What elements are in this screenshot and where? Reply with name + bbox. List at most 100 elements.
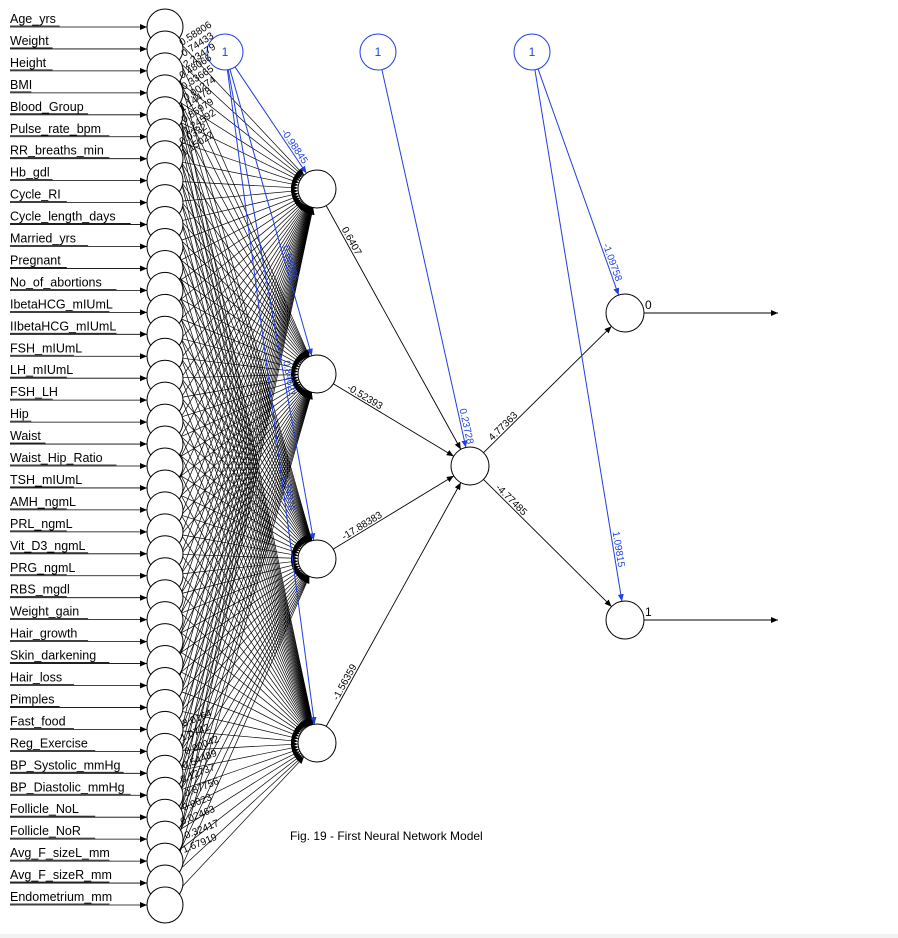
input-hidden-edge (182, 515, 300, 554)
input-hidden-edge (172, 390, 309, 670)
input-hidden-edge (181, 565, 300, 614)
input-hidden-edge (182, 338, 299, 371)
input-hidden-edge (178, 200, 303, 302)
input-label: Blood_Group (10, 100, 84, 114)
input-hidden-edge (173, 284, 309, 543)
input-hidden-edge (173, 503, 308, 727)
input-hidden-edge (176, 588, 305, 730)
input-hidden-edge (173, 205, 309, 451)
input-hidden-edge (177, 201, 304, 323)
input-hidden-edge (182, 558, 299, 575)
bias-node (513, 33, 551, 71)
bias-node (359, 33, 397, 71)
input-hidden-edge (169, 207, 314, 778)
input-hidden-edge (171, 206, 310, 516)
input-hidden-edge (178, 754, 303, 851)
hidden2-node (450, 446, 490, 486)
bias-node-label: 1 (375, 45, 382, 59)
input-hidden-edge (175, 370, 306, 545)
input-hidden-edge (174, 327, 308, 544)
input-hidden-edge (177, 387, 305, 520)
input-hidden-edge (176, 567, 306, 729)
figure-caption: Fig. 19 - First Neural Network Model (290, 829, 483, 843)
output-label: 1 (645, 605, 652, 619)
input-hidden-edge (172, 576, 310, 867)
hidden-weight-label: -17.88383 (340, 510, 385, 543)
bias-weight-label: -0.98845 (278, 127, 309, 166)
input-label: Avg_F_sizeL_mm (10, 846, 110, 860)
input-hidden-edge (176, 388, 306, 541)
input-hidden-edge (171, 206, 311, 538)
hidden-node (297, 354, 337, 394)
input-hidden-edge (182, 181, 299, 191)
input-hidden-edge (169, 207, 313, 669)
input-label: Hip (10, 407, 29, 421)
input-hidden-edge (172, 206, 310, 494)
bias-weight-label: 0.23728 (457, 408, 476, 446)
input-hidden-edge (171, 219, 310, 542)
input-hidden-edge (182, 378, 299, 418)
bias-hidden-edge (227, 69, 316, 541)
input-hidden-edge (171, 43, 310, 357)
input-node (146, 886, 184, 924)
output-label: 0 (645, 298, 652, 312)
input-hidden-edge (179, 454, 303, 548)
input-hidden-edge (180, 475, 301, 550)
bias-node-label: 1 (222, 45, 229, 59)
bias-hidden-edge (229, 69, 313, 356)
input-hidden-edge (180, 298, 301, 366)
input-hidden-edge (168, 207, 315, 888)
input-hidden-edge (170, 206, 312, 603)
input-label: Reg_Exercise (10, 736, 88, 750)
output-weight-label: -4.77485 (493, 482, 529, 518)
hidden-weight-label: 0.6407 (339, 225, 364, 257)
output-weight-label: 4.77363 (487, 410, 521, 444)
input-hidden-edge (181, 142, 300, 184)
layer-connections (10, 24, 778, 908)
input-hidden-edge (169, 154, 314, 725)
input-hidden-edge (173, 481, 309, 727)
input-label: FSH_mIUmL (10, 341, 82, 355)
input-hidden-edge (169, 392, 313, 888)
input-label: Hb_gdl (10, 166, 50, 180)
input-hidden-edge (177, 609, 304, 731)
input-hidden-edge (171, 576, 310, 889)
hidden-hidden-edge (325, 482, 462, 727)
input-label: Height (10, 56, 47, 70)
bias-weight-label: 1.09815 (610, 531, 627, 569)
bias-hidden2-edge (381, 69, 468, 448)
input-hidden-edge (171, 175, 311, 542)
input-label: PRL_ngmL (10, 517, 73, 531)
input-hidden-edge (179, 385, 303, 478)
input-hidden-edge (174, 389, 307, 584)
input-hidden-edge (182, 191, 299, 221)
input-hidden-edge (169, 263, 313, 725)
input-hidden-edge (180, 671, 301, 735)
input-hidden-edge (175, 204, 307, 386)
bottom-rule (0, 934, 898, 938)
input-hidden-edge (180, 383, 301, 457)
input-hidden-edge (171, 206, 311, 560)
input-hidden-edge (179, 651, 302, 733)
input-label: Waist_Hip_Ratio (10, 451, 103, 465)
input-hidden-edge (180, 567, 301, 634)
input-label: Pregnant (10, 253, 61, 267)
input-hidden-edge (182, 745, 299, 771)
input-hidden-edge (172, 575, 309, 846)
input-label: FSH_LH (10, 385, 58, 399)
input-label: Waist (10, 429, 41, 443)
input-hidden-edge (169, 207, 314, 735)
input-hidden-edge (171, 394, 311, 726)
input-label: No_of_abortions (10, 275, 102, 289)
input-hidden-edge (169, 207, 313, 691)
input-hidden-edge (173, 390, 308, 627)
input-hidden-edge (175, 574, 307, 759)
bias-node-label: 1 (529, 45, 536, 59)
input-label: Endometrium_mm (10, 890, 112, 904)
input-hidden-edge (175, 573, 306, 738)
input-hidden-edge (171, 416, 310, 726)
input-hidden-edge (170, 206, 312, 625)
input-hidden-edge (168, 207, 315, 844)
input-hidden-edge (176, 202, 305, 344)
input-hidden-edge (181, 495, 300, 552)
